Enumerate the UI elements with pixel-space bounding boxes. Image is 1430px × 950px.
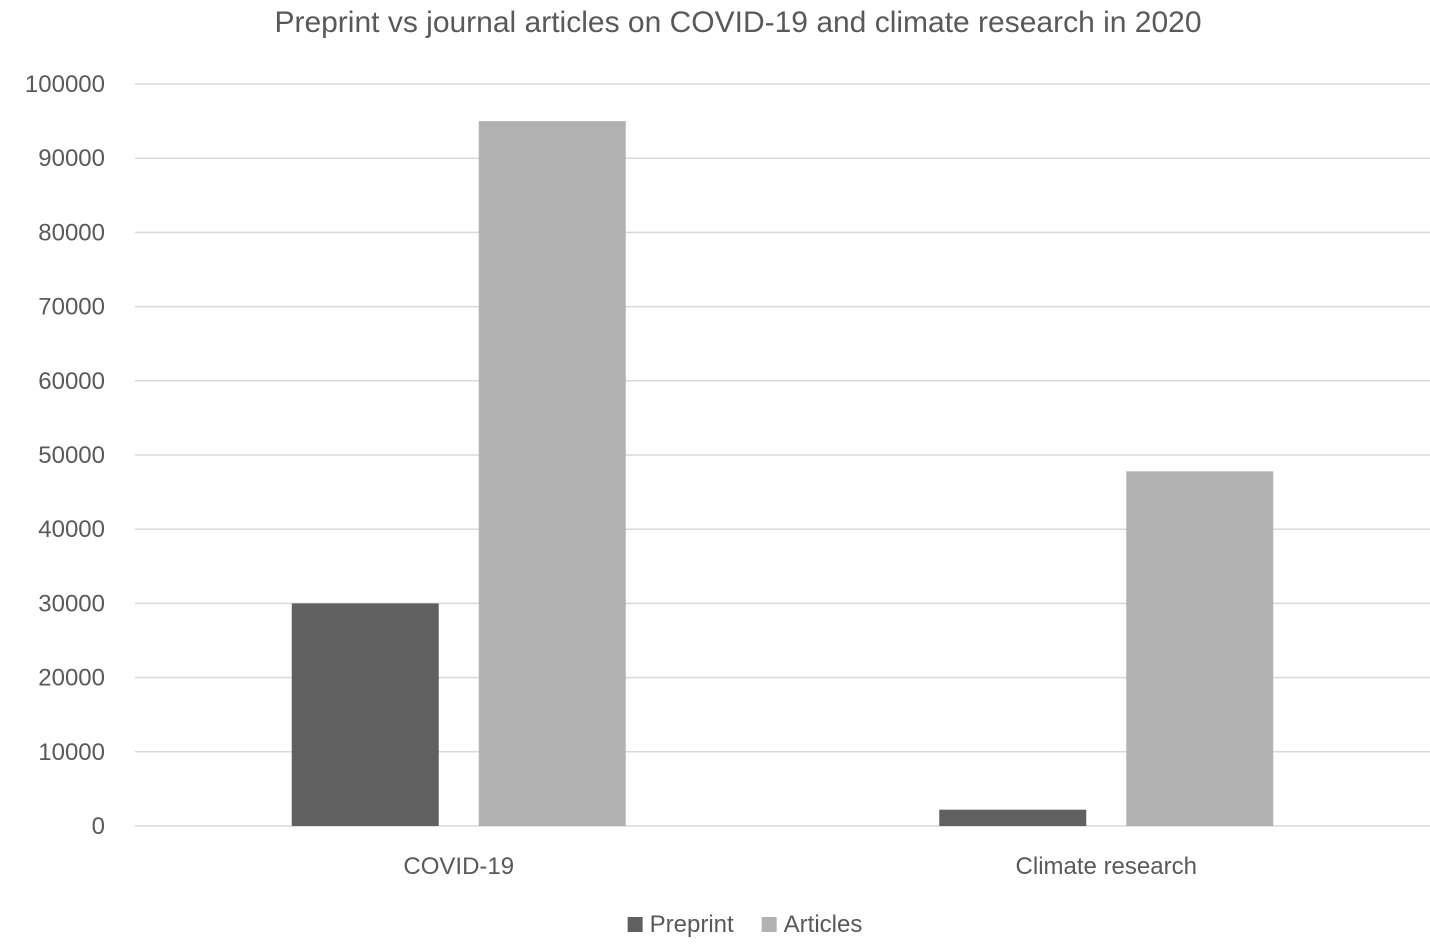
bar-articles-covid-19 [478,121,626,827]
chart-title: Preprint vs journal articles on COVID-19… [274,6,1201,39]
x-axis-category-labels: COVID-19 Climate research [403,853,1197,880]
x-category-label: Climate research [1016,853,1197,880]
legend-label-preprint: Preprint [650,911,734,938]
bar-articles-climate-research [1126,471,1274,826]
y-tick-label: 0 [92,813,105,840]
y-tick-label: 50000 [38,442,105,469]
bars [291,121,1274,827]
x-category-label: COVID-19 [403,853,514,880]
legend-swatch-preprint [627,917,643,932]
legend-label-articles: Articles [784,911,863,938]
y-tick-label: 100000 [25,71,105,98]
y-tick-label: 20000 [38,665,105,692]
y-tick-label: 10000 [38,739,105,766]
legend: Preprint Articles [627,911,863,938]
legend-swatch-articles [761,917,777,932]
y-tick-label: 80000 [38,219,105,246]
bar-preprint-climate-research [939,809,1087,826]
y-tick-label: 70000 [38,294,105,321]
y-tick-label: 40000 [38,516,105,543]
y-tick-label: 90000 [38,145,105,172]
y-tick-label: 30000 [38,590,105,617]
bar-preprint-covid-19 [291,603,439,826]
y-tick-label: 60000 [38,368,105,395]
y-axis-tick-labels: 0 10000 20000 30000 40000 50000 60000 70000 8000… [25,71,105,840]
